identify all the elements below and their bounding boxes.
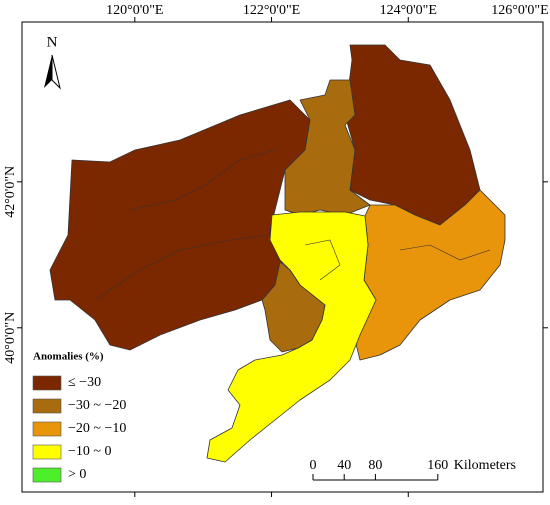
lat-label: 42°0'0"N bbox=[3, 166, 18, 218]
lon-label: 120°0'0"E bbox=[106, 3, 163, 18]
scale-label: 0 bbox=[310, 458, 317, 473]
district-border bbox=[94, 234, 271, 301]
legend-swatch bbox=[32, 375, 62, 391]
lon-label: 126°0'0"E bbox=[491, 3, 548, 18]
legend-label: −10 ~ 0 bbox=[68, 444, 111, 459]
north-label: N bbox=[47, 34, 58, 50]
lon-label: 124°0'0"E bbox=[380, 3, 437, 18]
legend-title: Anomalies (%) bbox=[33, 351, 104, 363]
legend-swatch bbox=[32, 398, 62, 414]
legend-swatch bbox=[32, 467, 62, 483]
scale-label: 80 bbox=[368, 458, 382, 473]
lat-label: 40°0'0"N bbox=[3, 312, 18, 364]
scale-label: 160 bbox=[427, 458, 448, 473]
scale-label: 40 bbox=[337, 458, 351, 473]
region bbox=[344, 44, 481, 226]
district-border bbox=[129, 149, 276, 211]
north-arrow bbox=[44, 55, 52, 88]
legend-label: −30 ~ −20 bbox=[68, 398, 126, 413]
region bbox=[49, 99, 311, 351]
legend-swatch bbox=[32, 421, 62, 437]
map-frame bbox=[21, 21, 544, 493]
lon-label: 122°0'0"E bbox=[243, 3, 300, 18]
legend-label: > 0 bbox=[68, 467, 86, 482]
district-border bbox=[304, 239, 341, 281]
north-arrow bbox=[51, 54, 61, 90]
legend-swatch bbox=[32, 444, 62, 460]
region bbox=[261, 261, 326, 353]
scale-unit: Kilometers bbox=[454, 458, 516, 473]
legend-label: ≤ −30 bbox=[68, 375, 101, 390]
district-border bbox=[399, 244, 491, 261]
legend-label: −20 ~ −10 bbox=[68, 421, 126, 436]
